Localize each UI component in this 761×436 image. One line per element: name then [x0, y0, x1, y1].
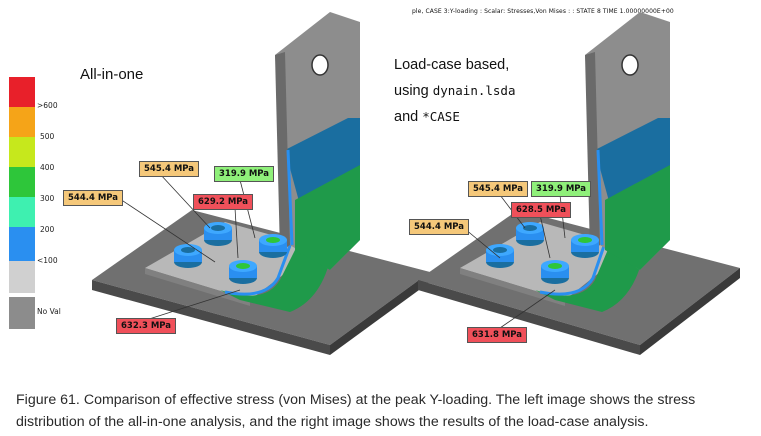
bend-edge-highlight: [539, 239, 608, 296]
right-title-line2: using dynain.lsda: [394, 78, 516, 104]
stress-callout-orange: 544.4 MPa: [409, 219, 470, 235]
stress-callout-green: 319.9 MPa: [531, 181, 592, 197]
legend-swatch: [9, 137, 35, 167]
legend-label: >600: [37, 101, 58, 110]
right-fe-model: [418, 12, 740, 355]
stress-callout-orange: 545.4 MPa: [139, 161, 200, 177]
bend-edge-highlight: [224, 239, 294, 296]
stress-callout-red: 631.8 MPa: [467, 327, 528, 343]
stress-callout-red: 628.5 MPa: [511, 202, 572, 218]
bolt: [174, 244, 202, 268]
vertical-plate-edge-stress: [596, 149, 604, 246]
stress-callout-red: 632.3 MPa: [116, 318, 177, 334]
left-fe-model: [92, 12, 430, 355]
legend-swatch: [9, 107, 35, 137]
stress-callout-orange: 545.4 MPa: [468, 181, 529, 197]
bracket-base-leg-edge: [460, 268, 565, 306]
legend-label: No Val: [37, 307, 61, 316]
bolt: [571, 234, 599, 258]
bracket-base-leg-edge: [145, 268, 250, 306]
vertical-plate-low-stress: [295, 165, 360, 270]
legend-label: 500: [40, 132, 55, 141]
legend-swatch: [9, 167, 35, 197]
legend-label: <100: [37, 256, 58, 265]
right-title-line3: and *CASE: [394, 104, 516, 130]
legend-swatch: [9, 297, 35, 329]
mounting-hole: [311, 54, 329, 76]
bolt: [486, 244, 514, 268]
stress-callout-red: 629.2 MPa: [193, 194, 254, 210]
mounting-hole: [621, 54, 639, 76]
legend-swatch: [9, 197, 35, 227]
legend-label: 300: [40, 194, 55, 203]
stress-callout-orange: 544.4 MPa: [63, 190, 124, 206]
legend-swatch: [9, 261, 35, 293]
left-panel-title: All-in-one: [80, 66, 144, 83]
base-plate-front: [92, 280, 330, 355]
legend-swatch: [9, 77, 35, 107]
vertical-plate-low-stress: [605, 165, 670, 270]
legend-swatch: [9, 227, 35, 261]
leader-lines: [119, 173, 256, 321]
case-keyword: *CASE: [422, 109, 460, 124]
vertical-plate-edge: [275, 52, 290, 252]
base-plate-side: [640, 268, 740, 355]
base-plate-front: [418, 280, 640, 355]
vertical-plate-edge: [585, 52, 600, 252]
bolt: [516, 222, 544, 246]
vertical-plate-edge-stress: [286, 149, 294, 246]
legend-label: 400: [40, 163, 55, 172]
right-title-and: and: [394, 109, 419, 125]
base-plate-side: [330, 272, 430, 355]
bolt: [541, 260, 569, 284]
figure-caption: Figure 61. Comparison of effective stres…: [16, 392, 696, 430]
fe-model-views: [92, 12, 740, 355]
bolt: [204, 222, 232, 246]
dynain-filename: dynain.lsda: [432, 83, 516, 98]
legend-label: 200: [40, 225, 55, 234]
right-title-using: using: [394, 83, 429, 99]
figure: ple, CASE 3:Y-loading : Scalar: Stresses…: [9, 8, 740, 355]
right-panel-title: Load-case based, using dynain.lsda and *…: [394, 52, 516, 130]
stress-callout-green: 319.9 MPa: [214, 166, 275, 182]
bolt: [229, 260, 257, 284]
right-title-line1: Load-case based,: [394, 57, 510, 73]
bolt: [259, 234, 287, 258]
state-header: ple, CASE 3:Y-loading : Scalar: Stresses…: [412, 8, 674, 15]
